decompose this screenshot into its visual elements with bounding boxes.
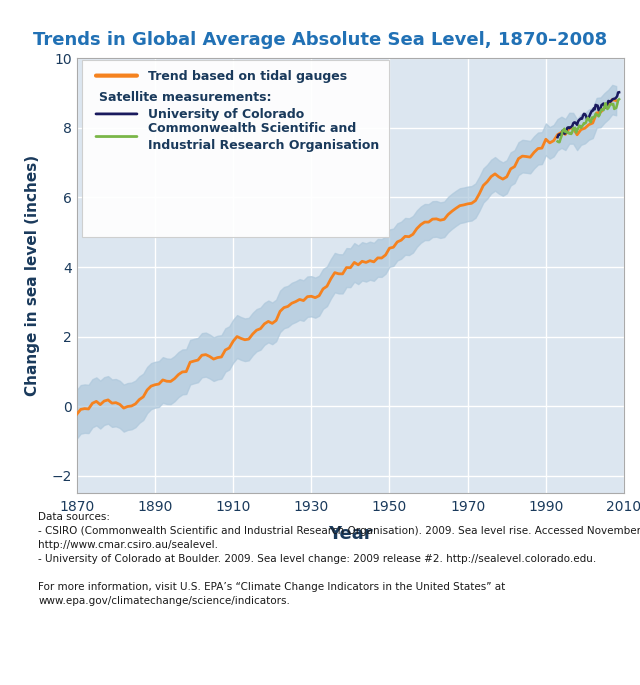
Text: Data sources:
- CSIRO (Commonwealth Scientific and Industrial Research Organisat: Data sources: - CSIRO (Commonwealth Scie… <box>38 512 640 606</box>
Text: Trend based on tidal gauges: Trend based on tidal gauges <box>148 70 347 83</box>
Text: Satellite measurements:: Satellite measurements: <box>99 91 271 104</box>
Y-axis label: Change in sea level (inches): Change in sea level (inches) <box>26 155 40 397</box>
Text: Commonwealth Scientific and
Industrial Research Organisation: Commonwealth Scientific and Industrial R… <box>148 123 379 152</box>
Text: University of Colorado: University of Colorado <box>148 108 304 121</box>
X-axis label: Year: Year <box>328 525 372 543</box>
Text: Trends in Global Average Absolute Sea Level, 1870–2008: Trends in Global Average Absolute Sea Le… <box>33 31 607 49</box>
FancyBboxPatch shape <box>83 60 388 236</box>
